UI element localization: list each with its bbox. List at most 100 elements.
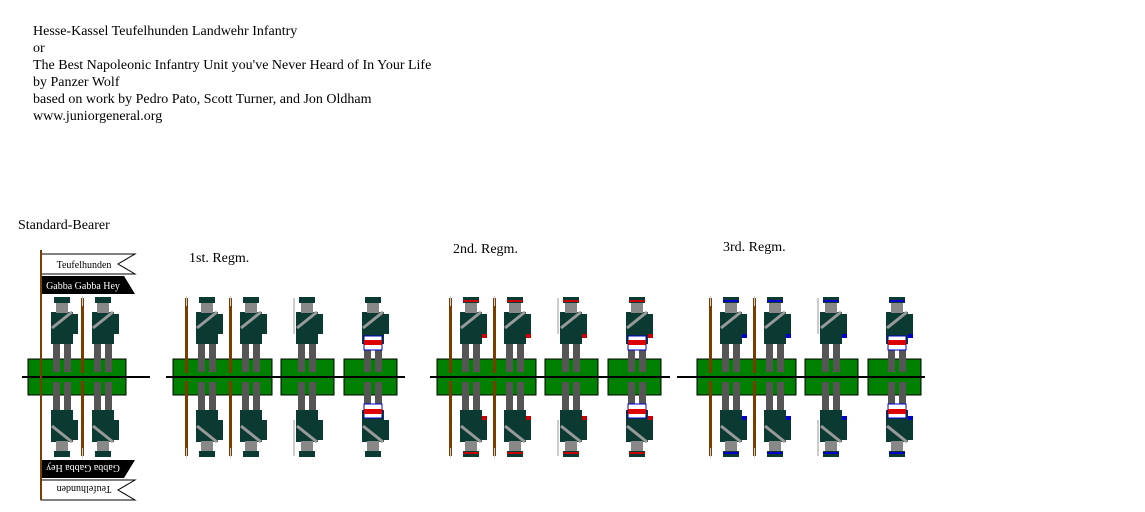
- leg: [364, 340, 371, 372]
- crossbelt: [362, 424, 384, 444]
- leg: [94, 340, 101, 372]
- crossbelt: [720, 310, 742, 330]
- cap-band: [463, 452, 479, 454]
- crossbelt: [51, 310, 73, 330]
- leg: [473, 382, 480, 414]
- regiment-2-label: 2nd. Regm.: [453, 242, 518, 257]
- coat: [720, 312, 742, 344]
- musket: [493, 298, 496, 373]
- crossbelt: [460, 424, 482, 444]
- crossbelt: [764, 310, 786, 330]
- figure-bearer: [51, 297, 78, 372]
- leg: [198, 340, 205, 372]
- leg: [822, 382, 829, 414]
- crossbelt: [720, 424, 742, 444]
- leg: [242, 340, 249, 372]
- title-line: Hesse-Kassel Teufelhunden Landwehr Infan…: [33, 24, 298, 39]
- cap-band: [723, 452, 739, 454]
- head: [725, 441, 737, 452]
- head: [465, 302, 477, 313]
- crossbelt: [560, 424, 582, 444]
- cuff: [384, 416, 389, 420]
- musket: [709, 298, 712, 373]
- cuff: [218, 334, 223, 338]
- coat: [296, 410, 318, 442]
- cap-band: [299, 452, 315, 454]
- crossbelt: [820, 424, 842, 444]
- musket: [185, 298, 188, 373]
- musket: [81, 381, 84, 456]
- figure-musket: [709, 296, 747, 373]
- cap-band: [463, 300, 479, 302]
- musket: [185, 381, 188, 456]
- head: [509, 302, 521, 313]
- standard-flag: Teufelhunden Gabba Gabba Hey Teufelhunde…: [40, 250, 137, 501]
- musket: [753, 298, 756, 373]
- crossbelt: [362, 310, 384, 330]
- leg: [473, 340, 480, 372]
- fold-lines-layer: [22, 376, 925, 378]
- cap-band: [243, 300, 259, 302]
- sword: [817, 298, 819, 334]
- or-line: or: [33, 41, 45, 56]
- leg: [506, 340, 513, 372]
- leg: [733, 340, 740, 372]
- coat: [240, 312, 262, 344]
- musket: [229, 298, 232, 373]
- musket: [229, 381, 232, 456]
- cuff: [262, 416, 267, 420]
- head: [97, 302, 109, 313]
- head: [891, 441, 903, 452]
- crossbelt: [560, 310, 582, 330]
- crossbelt: [886, 310, 908, 330]
- figure-bearer-mirror: [51, 382, 78, 457]
- cap-band: [199, 452, 215, 454]
- cuff: [842, 416, 847, 420]
- cap-band: [563, 300, 579, 302]
- cuff: [908, 416, 913, 420]
- figure-musket-mirror: [753, 381, 791, 458]
- figure-drummer-mirror: [886, 382, 913, 457]
- crossbelt: [240, 424, 262, 444]
- leg: [628, 382, 635, 414]
- coat: [820, 312, 842, 344]
- leg: [573, 340, 580, 372]
- cap-band: [823, 300, 839, 302]
- musket: [81, 298, 84, 373]
- leg: [833, 340, 840, 372]
- leg: [64, 382, 71, 414]
- leg: [639, 382, 646, 414]
- leg: [364, 382, 371, 414]
- cuff: [482, 416, 487, 420]
- leg: [198, 382, 205, 414]
- flag-pole: [40, 250, 42, 500]
- flag-bottom-text: Gabba Gabba Hey: [46, 281, 120, 292]
- crossbelt: [240, 310, 262, 330]
- figure-musket: [229, 296, 267, 373]
- cap-band: [629, 300, 645, 302]
- crossbelt: [51, 424, 73, 444]
- cuff: [582, 416, 587, 420]
- coat: [720, 410, 742, 442]
- leg: [64, 340, 71, 372]
- coat: [764, 312, 786, 344]
- leg: [777, 340, 784, 372]
- leg: [105, 382, 112, 414]
- figure-musket-mirror: [449, 381, 487, 458]
- musket: [493, 381, 496, 456]
- leg: [562, 340, 569, 372]
- leg: [462, 382, 469, 414]
- cap-band: [95, 300, 111, 302]
- leg: [253, 340, 260, 372]
- sword: [817, 420, 819, 456]
- figure-musket: [185, 296, 223, 373]
- leg: [298, 382, 305, 414]
- cuff: [114, 334, 119, 338]
- leg: [517, 382, 524, 414]
- flag-top-text: Teufelhunden: [57, 260, 112, 271]
- cuff: [786, 334, 791, 338]
- cap-band: [823, 452, 839, 454]
- sword: [557, 420, 559, 456]
- crossbelt: [296, 424, 318, 444]
- head: [631, 441, 643, 452]
